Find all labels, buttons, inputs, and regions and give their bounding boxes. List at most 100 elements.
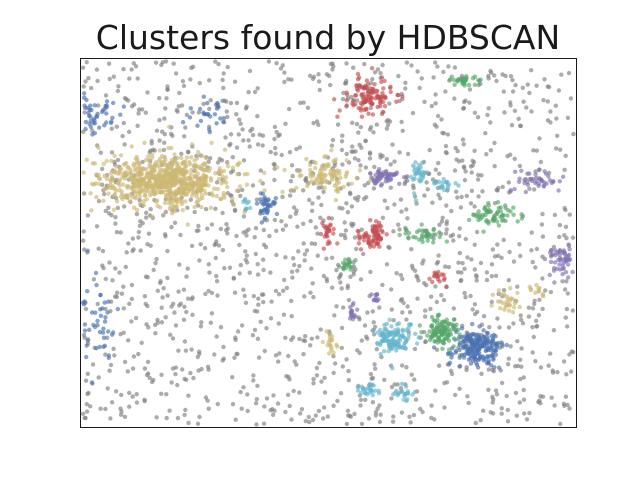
noise-point: [145, 90, 150, 95]
noise-point: [272, 217, 278, 223]
cluster-point: [361, 91, 366, 97]
noise-point: [338, 273, 343, 279]
noise-point: [340, 162, 345, 167]
noise-point: [399, 363, 405, 368]
noise-point: [195, 354, 200, 360]
noise-point: [452, 96, 457, 101]
cluster-point: [457, 340, 462, 346]
noise-point: [329, 255, 335, 260]
cluster-point: [425, 333, 430, 338]
cluster-point: [356, 233, 361, 238]
cluster-point: [442, 276, 447, 281]
cluster-point: [427, 276, 432, 281]
cluster-point: [111, 100, 116, 106]
noise-point: [142, 366, 148, 371]
noise-point: [476, 172, 481, 178]
noise-point: [85, 371, 91, 376]
noise-point: [442, 405, 447, 410]
noise-point: [126, 241, 131, 246]
cluster-point: [452, 317, 457, 322]
noise-point: [310, 417, 316, 423]
noise-point: [478, 260, 484, 266]
cluster-point: [466, 217, 472, 223]
noise-point: [123, 264, 128, 270]
noise-point: [154, 415, 159, 420]
noise-point: [266, 59, 272, 64]
noise-point: [567, 352, 572, 357]
noise-point: [356, 130, 361, 135]
noise-point: [563, 153, 568, 158]
cluster-point: [477, 78, 482, 84]
noise-point: [299, 407, 305, 412]
noise-point: [519, 364, 524, 369]
cluster-point: [129, 144, 134, 149]
noise-point: [322, 375, 327, 380]
cluster-point: [248, 205, 253, 211]
noise-point: [339, 345, 344, 351]
noise-point: [424, 180, 429, 185]
cluster-point: [91, 182, 97, 187]
cluster-point: [334, 181, 339, 187]
noise-point: [129, 104, 135, 109]
noise-point: [338, 280, 343, 285]
noise-point: [513, 390, 519, 396]
cluster-point: [388, 176, 394, 181]
noise-point: [114, 229, 120, 235]
noise-point: [173, 71, 179, 76]
noise-point: [114, 294, 120, 300]
cluster-point: [432, 331, 437, 336]
noise-point: [302, 252, 308, 257]
noise-point: [167, 408, 172, 413]
cluster-point: [473, 356, 478, 361]
cluster-point: [237, 184, 243, 189]
noise-point: [108, 362, 114, 368]
noise-point: [122, 204, 127, 209]
noise-point: [283, 121, 288, 127]
cluster-point: [349, 313, 354, 319]
cluster-point: [309, 179, 314, 184]
noise-point: [189, 243, 195, 249]
cluster-point: [267, 202, 273, 208]
noise-point: [458, 205, 464, 210]
noise-point: [474, 229, 480, 235]
noise-point: [459, 277, 464, 283]
noise-point: [109, 126, 115, 131]
noise-point: [339, 139, 345, 144]
noise-point: [255, 86, 260, 91]
cluster-point: [382, 338, 387, 343]
noise-point: [557, 222, 563, 228]
noise-point: [258, 168, 263, 173]
noise-point: [464, 193, 469, 199]
noise-point: [373, 413, 379, 418]
noise-point: [538, 365, 544, 370]
noise-point: [322, 390, 328, 395]
cluster-point: [183, 164, 188, 169]
cluster-point: [362, 232, 367, 237]
noise-point: [554, 116, 559, 121]
cluster-point: [359, 390, 364, 396]
noise-point: [340, 364, 345, 369]
noise-point: [233, 335, 238, 340]
cluster-point: [466, 357, 472, 362]
noise-point: [355, 98, 360, 103]
noise-point: [290, 173, 295, 179]
noise-point: [353, 267, 358, 272]
noise-point: [96, 246, 101, 251]
noise-point: [388, 185, 393, 190]
cluster-point: [330, 172, 335, 177]
cluster-point: [488, 363, 494, 368]
cluster-point: [199, 166, 204, 172]
cluster-point: [104, 111, 109, 116]
cluster-point: [148, 180, 153, 185]
noise-point: [324, 276, 329, 281]
cluster-point: [110, 115, 115, 121]
cluster-point: [517, 176, 522, 181]
cluster-point: [224, 180, 229, 185]
noise-point: [161, 213, 166, 218]
cluster-point: [363, 391, 368, 396]
noise-point: [198, 324, 204, 329]
noise-point: [422, 314, 428, 319]
noise-point: [375, 67, 381, 72]
cluster-point: [451, 77, 457, 83]
noise-point: [409, 63, 414, 68]
